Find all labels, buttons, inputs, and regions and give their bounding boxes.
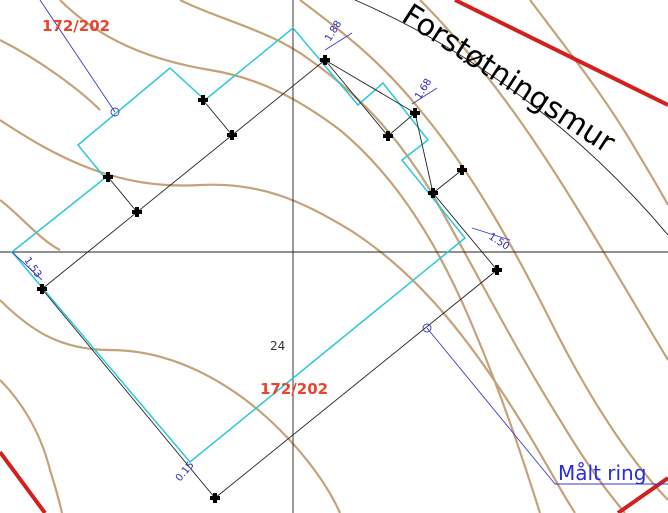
- survey-points: [37, 55, 502, 503]
- survey-lines: [41, 59, 498, 499]
- parcel-label: 172/202: [260, 380, 328, 398]
- leader-lines: [11, 0, 668, 485]
- dimension-label: 1.68: [413, 77, 434, 102]
- dimension-label: 1.50: [486, 231, 511, 252]
- note-label: Målt ring: [558, 461, 646, 485]
- building-number: 24: [270, 339, 285, 353]
- parcel-label: 172/202: [42, 17, 110, 35]
